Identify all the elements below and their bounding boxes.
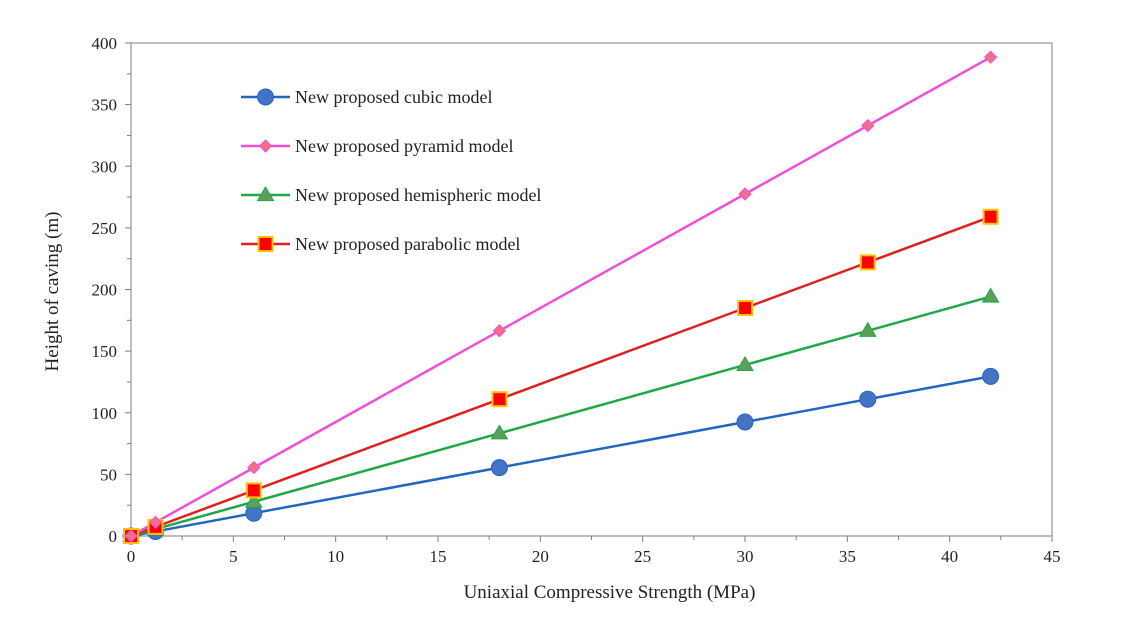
legend-label-new-proposed-cubic-model: New proposed cubic model [295, 87, 492, 107]
y-tick-label: 300 [92, 157, 118, 176]
y-axis-title: Height of caving (m) [42, 212, 63, 372]
y-tick-label: 100 [92, 404, 118, 423]
x-tick-label: 20 [532, 547, 549, 566]
data-point-new-proposed-pyramid-model [861, 118, 875, 133]
data-point-new-proposed-cubic-model [859, 390, 877, 408]
series-markers [122, 50, 1000, 545]
data-point-new-proposed-cubic-model [490, 459, 508, 477]
y-tick-label: 0 [109, 527, 118, 546]
x-tick-label: 25 [634, 547, 651, 566]
data-point-new-proposed-hemispheric-model [858, 321, 877, 337]
data-point-new-proposed-cubic-model [982, 367, 1000, 385]
legend-marker-new-proposed-hemispheric-model [256, 186, 275, 202]
data-point-new-proposed-parabolic-model [245, 482, 262, 499]
legend-label-new-proposed-hemispheric-model: New proposed hemispheric model [295, 185, 541, 205]
series-line-new-proposed-pyramid-model [130, 56, 992, 538]
x-tick-label: 0 [127, 547, 136, 566]
x-tick-label: 45 [1044, 547, 1061, 566]
legend: New proposed cubic model New proposed pyr… [241, 87, 541, 254]
data-point-new-proposed-pyramid-model [492, 324, 507, 338]
data-point-new-proposed-cubic-model [736, 413, 754, 431]
x-tick-label: 35 [839, 547, 856, 566]
x-tick-label: 10 [327, 547, 344, 566]
data-point-new-proposed-parabolic-model [982, 208, 999, 225]
data-point-new-proposed-hemispheric-model [244, 492, 263, 508]
data-point-new-proposed-pyramid-model [738, 187, 752, 201]
series-lines [130, 56, 992, 538]
x-tick-label: 40 [941, 547, 958, 566]
data-point-new-proposed-hemispheric-model [981, 287, 1000, 303]
y-tick-label: 400 [92, 34, 118, 53]
legend-marker-new-proposed-cubic-model [257, 88, 274, 106]
data-point-new-proposed-hemispheric-model [490, 424, 509, 440]
x-tick-label: 15 [430, 547, 447, 566]
x-tick-label: 5 [229, 547, 238, 566]
y-tick-label: 200 [92, 281, 118, 300]
data-point-new-proposed-parabolic-model [737, 299, 753, 316]
legend-marker-new-proposed-parabolic-model [257, 236, 274, 252]
data-point-new-proposed-hemispheric-model [736, 355, 754, 372]
data-point-new-proposed-pyramid-model [247, 460, 261, 475]
y-tick-label: 250 [92, 219, 118, 238]
x-axis-title: Uniaxial Compressive Strength (MPa) [464, 582, 756, 603]
data-point-new-proposed-pyramid-model [983, 50, 998, 64]
data-point-new-proposed-pyramid-model [148, 515, 163, 530]
axes: 0 50 100 150 200 250 300 350 400 0 5 10 15 20 25 30 35 40… [92, 34, 1061, 566]
y-tick-label: 150 [92, 342, 118, 361]
data-point-new-proposed-parabolic-model [859, 254, 876, 271]
plot-frame [130, 42, 1053, 537]
data-point-new-proposed-pyramid-model [124, 529, 138, 543]
x-tick-label: 30 [737, 547, 754, 566]
y-tick-label: 50 [100, 465, 117, 484]
data-point-new-proposed-parabolic-model [491, 391, 508, 408]
legend-label-new-proposed-parabolic-model: New proposed parabolic model [295, 234, 520, 254]
legend-marker-new-proposed-pyramid-model [258, 139, 273, 153]
y-tick-label: 350 [92, 96, 118, 115]
legend-label-new-proposed-pyramid-model: New proposed pyramid model [295, 136, 513, 156]
